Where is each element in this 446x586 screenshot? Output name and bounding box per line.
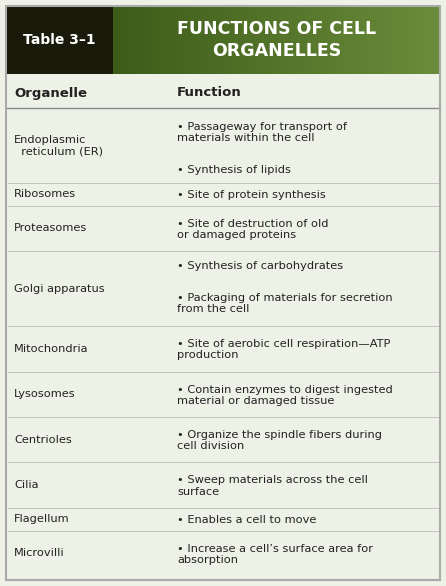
- Text: • Increase a cell’s surface area for
absorption: • Increase a cell’s surface area for abs…: [177, 544, 373, 565]
- Text: Mitochondria: Mitochondria: [14, 344, 88, 354]
- Text: • Site of aerobic cell respiration—ATP
production: • Site of aerobic cell respiration—ATP p…: [177, 339, 390, 360]
- Text: • Synthesis of carbohydrates: • Synthesis of carbohydrates: [177, 261, 343, 271]
- Text: Proteasomes: Proteasomes: [14, 223, 87, 233]
- FancyBboxPatch shape: [6, 326, 440, 372]
- Text: Endoplasmic
  reticulum (ER): Endoplasmic reticulum (ER): [14, 135, 103, 156]
- Text: • Site of destruction of old
or damaged proteins: • Site of destruction of old or damaged …: [177, 219, 329, 240]
- Text: Golgi apparatus: Golgi apparatus: [14, 284, 105, 294]
- Text: • Passageway for transport of
materials within the cell: • Passageway for transport of materials …: [177, 122, 347, 143]
- Text: FUNCTIONS OF CELL
ORGANELLES: FUNCTIONS OF CELL ORGANELLES: [177, 21, 376, 60]
- Text: Ribosomes: Ribosomes: [14, 189, 76, 199]
- FancyBboxPatch shape: [6, 108, 440, 183]
- FancyBboxPatch shape: [6, 462, 440, 508]
- Text: Flagellum: Flagellum: [14, 514, 70, 524]
- Text: Centrioles: Centrioles: [14, 435, 72, 445]
- Text: Lysosomes: Lysosomes: [14, 389, 76, 399]
- FancyBboxPatch shape: [6, 508, 440, 530]
- Text: Microvilli: Microvilli: [14, 548, 65, 558]
- Text: • Synthesis of lipids: • Synthesis of lipids: [177, 165, 291, 175]
- FancyBboxPatch shape: [6, 417, 440, 462]
- Text: • Contain enzymes to digest ingested
material or damaged tissue: • Contain enzymes to digest ingested mat…: [177, 384, 393, 406]
- FancyBboxPatch shape: [113, 6, 440, 74]
- FancyBboxPatch shape: [6, 206, 440, 251]
- Text: • Packaging of materials for secretion
from the cell: • Packaging of materials for secretion f…: [177, 293, 392, 314]
- FancyBboxPatch shape: [6, 183, 440, 206]
- FancyBboxPatch shape: [6, 530, 440, 576]
- Text: • Sweep materials across the cell
surface: • Sweep materials across the cell surfac…: [177, 475, 368, 497]
- FancyBboxPatch shape: [6, 6, 113, 74]
- Text: Function: Function: [177, 87, 242, 100]
- FancyBboxPatch shape: [6, 78, 440, 108]
- Text: • Organize the spindle fibers during
cell division: • Organize the spindle fibers during cel…: [177, 430, 382, 451]
- FancyBboxPatch shape: [6, 251, 440, 326]
- Text: • Site of protein synthesis: • Site of protein synthesis: [177, 190, 326, 200]
- Text: Organelle: Organelle: [14, 87, 87, 100]
- Text: • Enables a cell to move: • Enables a cell to move: [177, 515, 316, 525]
- FancyBboxPatch shape: [6, 372, 440, 417]
- Text: Table 3–1: Table 3–1: [23, 33, 96, 47]
- Text: Cilia: Cilia: [14, 480, 38, 490]
